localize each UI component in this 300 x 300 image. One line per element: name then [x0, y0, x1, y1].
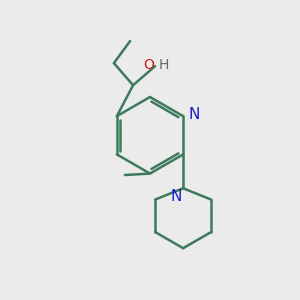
Text: N: N [170, 189, 182, 204]
Text: H: H [159, 58, 169, 72]
Text: N: N [188, 107, 200, 122]
Text: O: O [144, 58, 154, 72]
